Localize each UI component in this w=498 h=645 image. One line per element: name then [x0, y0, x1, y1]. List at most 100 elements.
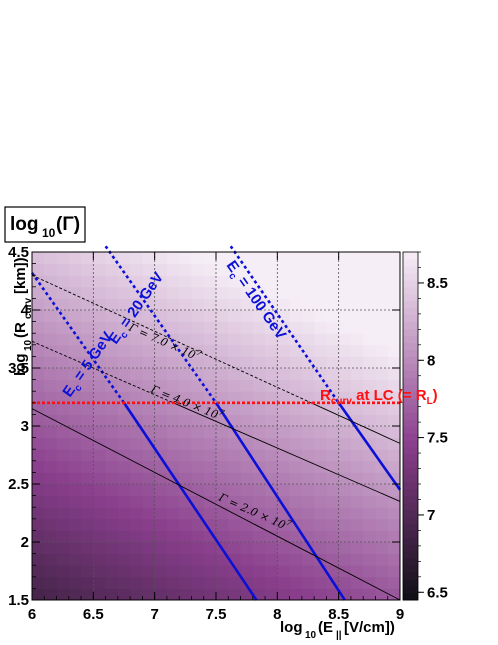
heatmap-cell	[130, 507, 143, 520]
heatmap-cell	[216, 553, 229, 566]
heatmap-cell	[44, 356, 58, 369]
heatmap-cell	[314, 495, 327, 508]
heatmap-cell	[203, 576, 217, 589]
heatmap-cell	[130, 344, 143, 357]
heatmap-cell	[117, 542, 131, 555]
heatmap-cell	[277, 472, 291, 485]
heatmap-cell	[203, 275, 217, 288]
heatmap-cell	[191, 310, 205, 323]
heatmap-cell	[338, 449, 352, 462]
heatmap-cell	[81, 507, 94, 520]
heatmap-cell	[179, 507, 192, 520]
heatmap-cell	[363, 553, 376, 566]
heatmap-cell	[105, 298, 119, 311]
heatmap-cell	[154, 275, 168, 288]
heatmap-cell	[350, 576, 364, 589]
heatmap-cell	[93, 344, 107, 357]
heatmap-cell	[32, 321, 45, 334]
heatmap-cell	[179, 542, 192, 555]
heatmap-cell	[105, 588, 119, 601]
annotation-rl: Rcurv at LC (= RL)	[320, 387, 438, 407]
heatmap-cell	[216, 530, 229, 543]
heatmap-cell	[93, 576, 107, 589]
heatmap-cell	[326, 321, 340, 334]
heatmap-cell	[252, 402, 266, 415]
heatmap-cell	[44, 588, 58, 601]
heatmap-cell	[301, 565, 315, 578]
heatmap-cell	[252, 252, 266, 265]
heatmap-cell	[154, 542, 168, 555]
heatmap-cell	[375, 275, 389, 288]
heatmap-cell	[363, 576, 376, 589]
heatmap-cell	[326, 426, 340, 439]
heatmap-cell	[265, 530, 278, 543]
heatmap-cell	[277, 484, 291, 497]
heatmap-cell	[81, 414, 94, 427]
heatmap-cell	[350, 252, 364, 265]
heatmap-cell	[240, 449, 254, 462]
heatmap-cell	[68, 275, 82, 288]
heatmap-cell	[44, 553, 58, 566]
heatmap-cell	[32, 449, 45, 462]
heatmap-cell	[191, 553, 205, 566]
heatmap-cell	[216, 391, 229, 404]
heatmap-cell	[130, 310, 143, 323]
heatmap-cell	[105, 542, 119, 555]
x-tick-label: 7.5	[206, 606, 227, 623]
heatmap-cell	[81, 263, 94, 276]
heatmap-cell	[68, 484, 82, 497]
heatmap-cell	[265, 553, 278, 566]
heatmap-cell	[228, 286, 242, 299]
curve-line-dotted	[31, 340, 174, 404]
heatmap-cell	[289, 449, 303, 462]
heatmap-cell	[326, 472, 340, 485]
svg-text:10: 10	[42, 226, 56, 240]
heatmap-cell	[216, 495, 229, 508]
heatmap-cell	[130, 437, 143, 450]
heatmap-cell	[130, 263, 143, 276]
heatmap-cell	[93, 402, 107, 415]
y-tick-label: 1.5	[8, 592, 29, 609]
colorbar-segment	[403, 495, 418, 504]
heatmap-cell	[277, 275, 291, 288]
y-tick-label: 2	[21, 534, 29, 551]
heatmap-cell	[179, 553, 192, 566]
heatmap-cell	[375, 518, 389, 531]
heatmap-cell	[301, 576, 315, 589]
heatmap-cell	[363, 263, 376, 276]
heatmap-cell	[81, 333, 94, 346]
heatmap-cell	[363, 588, 376, 601]
heatmap-cell	[350, 530, 364, 543]
heatmap-cell	[81, 472, 94, 485]
heatmap-cell	[191, 286, 205, 299]
curve-line-dotted	[229, 245, 340, 404]
heatmap-cell	[277, 565, 291, 578]
heatmap-cell	[375, 286, 389, 299]
heatmap-cell	[228, 437, 242, 450]
heatmap-cell	[301, 391, 315, 404]
heatmap-cell	[216, 356, 229, 369]
curve-line-solid	[337, 402, 402, 491]
heatmap-cell	[265, 275, 278, 288]
heatmap-cell	[301, 472, 315, 485]
colorbar-segment	[403, 363, 418, 371]
heatmap-cell	[32, 472, 45, 485]
heatmap-cell	[314, 437, 327, 450]
heatmap-cell	[166, 565, 180, 578]
heatmap-cell	[68, 310, 82, 323]
heatmap-cell	[363, 542, 376, 555]
heatmap-cell	[81, 437, 94, 450]
heatmap-cell	[130, 321, 143, 334]
heatmap-cell	[326, 263, 340, 276]
colorbar-segment	[403, 252, 418, 260]
heatmap-cell	[93, 321, 107, 334]
heatmap-cell	[228, 402, 242, 415]
curve-line-dotted	[30, 272, 126, 404]
svg-text:log: log	[12, 354, 29, 377]
heatmap-cell	[301, 379, 315, 392]
heatmap-cell	[387, 495, 401, 508]
heatmap-cell	[240, 426, 254, 439]
heatmap-cell	[375, 576, 389, 589]
curve-line-dotted	[104, 245, 218, 404]
heatmap-cell	[105, 321, 119, 334]
